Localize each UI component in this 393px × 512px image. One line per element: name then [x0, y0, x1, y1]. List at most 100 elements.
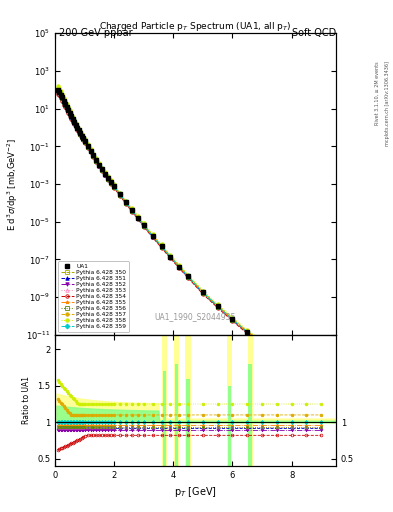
Pythia 6.428 359 — [150, 233, 155, 239]
Pythia 6.428 354 — [68, 113, 72, 119]
UA1 — [168, 253, 173, 260]
Pythia 6.428 351 — [177, 264, 182, 270]
Pythia 6.428 351 — [56, 88, 61, 94]
Pythia 6.428 352 — [64, 104, 69, 111]
Pythia 6.428 358 — [245, 327, 250, 333]
Pythia 6.428 353 — [85, 143, 90, 150]
Pythia 6.428 350 — [64, 104, 69, 110]
Pythia 6.428 358 — [72, 117, 77, 123]
Pythia 6.428 356 — [319, 381, 323, 388]
Pythia 6.428 357 — [68, 109, 72, 115]
UA1 — [62, 98, 66, 104]
Pythia 6.428 356 — [177, 264, 182, 270]
Pythia 6.428 353 — [91, 153, 96, 159]
Pythia 6.428 352 — [215, 304, 220, 310]
Pythia 6.428 357 — [79, 132, 84, 138]
Pythia 6.428 355 — [289, 360, 294, 367]
Text: mcplots.cern.ch [arXiv:1306.3436]: mcplots.cern.ch [arXiv:1306.3436] — [385, 61, 389, 146]
Pythia 6.428 358 — [124, 198, 129, 204]
Line: Pythia 6.428 357: Pythia 6.428 357 — [56, 86, 323, 385]
Pythia 6.428 357 — [112, 182, 117, 188]
Pythia 6.428 359 — [85, 143, 90, 149]
Pythia 6.428 351 — [136, 215, 140, 221]
Pythia 6.428 357 — [118, 190, 123, 197]
Pythia 6.428 357 — [97, 161, 102, 167]
UA1 — [245, 329, 250, 335]
Pythia 6.428 356 — [245, 330, 250, 336]
UA1 — [64, 104, 69, 110]
Pythia 6.428 358 — [100, 164, 105, 170]
Pythia 6.428 354 — [59, 95, 63, 101]
Pythia 6.428 359 — [215, 303, 220, 309]
Pythia 6.428 359 — [59, 92, 63, 98]
UA1 — [103, 171, 108, 177]
Pythia 6.428 352 — [106, 176, 110, 182]
UA1 — [304, 370, 309, 376]
Pythia 6.428 353 — [109, 180, 114, 186]
Pythia 6.428 352 — [94, 158, 99, 164]
UA1 — [159, 243, 164, 249]
Pythia 6.428 350 — [57, 89, 62, 95]
Pythia 6.428 355 — [76, 127, 81, 134]
UA1 — [56, 87, 61, 93]
Pythia 6.428 351 — [168, 254, 173, 261]
Pythia 6.428 352 — [72, 120, 77, 126]
Pythia 6.428 350 — [85, 143, 90, 149]
UA1 — [124, 199, 129, 205]
Pythia 6.428 358 — [56, 83, 61, 89]
Pythia 6.428 350 — [66, 106, 71, 113]
UA1 — [76, 127, 81, 134]
Pythia 6.428 353 — [73, 122, 78, 129]
Pythia 6.428 358 — [230, 314, 235, 321]
Pythia 6.428 351 — [63, 101, 68, 108]
Pythia 6.428 354 — [79, 135, 84, 141]
Pythia 6.428 351 — [91, 153, 96, 159]
Pythia 6.428 353 — [124, 200, 129, 206]
Pythia 6.428 354 — [64, 107, 69, 113]
UA1 — [106, 175, 110, 181]
Pythia 6.428 355 — [60, 95, 65, 101]
UA1 — [97, 162, 102, 168]
Pythia 6.428 350 — [260, 339, 264, 346]
Pythia 6.428 351 — [112, 184, 117, 190]
Pythia 6.428 353 — [94, 158, 99, 164]
Pythia 6.428 359 — [130, 207, 134, 213]
Pythia 6.428 356 — [68, 110, 72, 116]
Pythia 6.428 354 — [100, 168, 105, 174]
UA1 — [57, 89, 62, 95]
Pythia 6.428 357 — [159, 242, 164, 248]
Pythia 6.428 354 — [91, 154, 96, 160]
Pythia 6.428 355 — [91, 153, 96, 159]
Pythia 6.428 357 — [124, 199, 129, 205]
Pythia 6.428 353 — [304, 371, 309, 377]
Pythia 6.428 354 — [97, 163, 102, 169]
Pythia 6.428 350 — [63, 101, 68, 107]
Pythia 6.428 354 — [63, 104, 68, 110]
Pythia 6.428 354 — [130, 208, 134, 215]
Pythia 6.428 350 — [230, 316, 235, 323]
Line: Pythia 6.428 353: Pythia 6.428 353 — [56, 89, 323, 386]
Pythia 6.428 357 — [274, 349, 279, 355]
Pythia 6.428 358 — [118, 189, 123, 196]
Pythia 6.428 352 — [85, 144, 90, 150]
UA1 — [78, 130, 83, 136]
Pythia 6.428 355 — [79, 133, 84, 139]
Pythia 6.428 351 — [62, 99, 66, 105]
Pythia 6.428 357 — [85, 142, 90, 148]
Pythia 6.428 354 — [200, 291, 205, 297]
UA1 — [130, 207, 134, 213]
UA1 — [82, 138, 87, 144]
Pythia 6.428 353 — [274, 350, 279, 356]
Pythia 6.428 351 — [200, 290, 205, 296]
Pythia 6.428 355 — [215, 304, 220, 310]
Pythia 6.428 352 — [57, 90, 62, 96]
Line: Pythia 6.428 352: Pythia 6.428 352 — [56, 89, 323, 387]
Pythia 6.428 358 — [304, 369, 309, 375]
Pythia 6.428 353 — [72, 119, 77, 125]
Bar — [162, 335, 167, 466]
UA1 — [260, 339, 264, 346]
Bar — [227, 335, 232, 466]
Pythia 6.428 359 — [124, 199, 129, 205]
Pythia 6.428 355 — [106, 175, 110, 181]
Pythia 6.428 356 — [112, 184, 117, 190]
